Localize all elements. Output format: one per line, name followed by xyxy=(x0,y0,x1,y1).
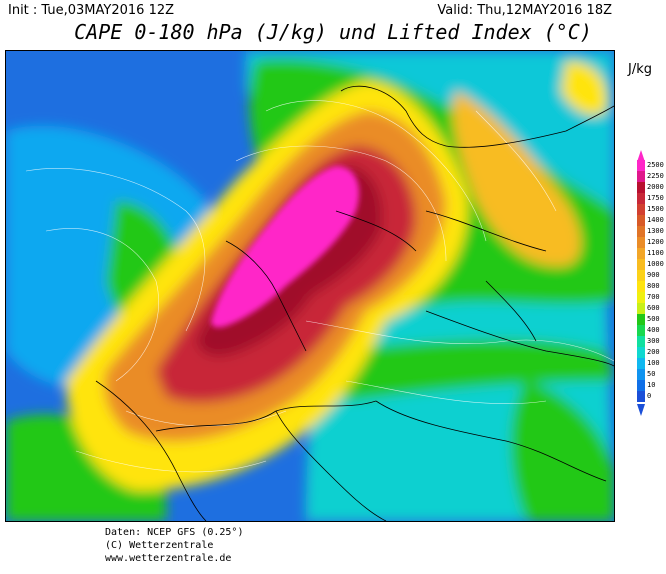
legend-level: 2000 xyxy=(618,182,666,193)
legend-label: 300 xyxy=(647,337,660,345)
legend-level: 2250 xyxy=(618,171,666,182)
legend-swatch xyxy=(637,358,645,369)
legend-level: 1300 xyxy=(618,226,666,237)
legend-level: 800 xyxy=(618,281,666,292)
legend-level: 1400 xyxy=(618,215,666,226)
legend-label: 500 xyxy=(647,315,660,323)
legend-swatch xyxy=(637,215,645,226)
legend-label: 2250 xyxy=(647,172,664,180)
legend-unit: J/kg xyxy=(628,62,652,77)
legend-label: 800 xyxy=(647,282,660,290)
legend-label: 1750 xyxy=(647,194,664,202)
legend-swatch xyxy=(637,270,645,281)
legend-label: 600 xyxy=(647,304,660,312)
legend-swatch xyxy=(637,336,645,347)
legend-label: 2000 xyxy=(647,183,664,191)
legend-label: 10 xyxy=(647,381,656,389)
legend-label: 100 xyxy=(647,359,660,367)
legend-top-arrow xyxy=(637,150,645,162)
legend-level: 700 xyxy=(618,292,666,303)
legend-label: 400 xyxy=(647,326,660,334)
map-title: CAPE 0-180 hPa (J/kg) und Lifted Index (… xyxy=(74,20,592,44)
legend-level: 600 xyxy=(618,303,666,314)
legend-label: 1100 xyxy=(647,249,664,257)
legend-level: 900 xyxy=(618,270,666,281)
legend-swatch xyxy=(637,347,645,358)
borders xyxy=(95,85,614,521)
legend-level: 500 xyxy=(618,314,666,325)
legend-label: 1000 xyxy=(647,260,664,268)
legend-level: 200 xyxy=(618,347,666,358)
legend-swatch xyxy=(637,204,645,215)
legend-label: 2500 xyxy=(647,161,664,169)
legend-level: 400 xyxy=(618,325,666,336)
legend-swatch xyxy=(637,182,645,193)
lifted-index-contours xyxy=(25,100,614,473)
legend-level: 1750 xyxy=(618,193,666,204)
legend-swatch xyxy=(637,248,645,259)
legend-label: 50 xyxy=(647,370,656,378)
init-time: Init : Tue,03MAY2016 12Z xyxy=(8,3,175,18)
legend-swatch xyxy=(637,281,645,292)
footer-data-source: Daten: NCEP GFS (0.25°) xyxy=(105,527,244,538)
cape-field xyxy=(6,51,614,521)
legend-level: 10 xyxy=(618,380,666,391)
legend-label: 700 xyxy=(647,293,660,301)
legend-swatch xyxy=(637,303,645,314)
footer-website: www.wetterzentrale.de xyxy=(105,553,232,564)
legend-level: 50 xyxy=(618,369,666,380)
legend-level: 1500 xyxy=(618,204,666,215)
legend-swatch xyxy=(637,171,645,182)
legend-swatch xyxy=(637,314,645,325)
footer-copyright: (C) Wetterzentrale xyxy=(105,540,214,551)
valid-time: Valid: Thu,12MAY2016 18Z xyxy=(437,3,612,18)
legend-level: 100 xyxy=(618,358,666,369)
legend-swatch xyxy=(637,259,645,270)
legend-swatch xyxy=(637,237,645,248)
legend-swatch xyxy=(637,226,645,237)
legend-label: 1200 xyxy=(647,238,664,246)
legend-swatch xyxy=(637,369,645,380)
legend-level: 1100 xyxy=(618,248,666,259)
legend-label: 1300 xyxy=(647,227,664,235)
legend-label: 1400 xyxy=(647,216,664,224)
legend-swatch xyxy=(637,325,645,336)
legend-label: 0 xyxy=(647,392,652,400)
legend-level: 300 xyxy=(618,336,666,347)
legend-label: 900 xyxy=(647,271,660,279)
legend-level: 2500 xyxy=(618,160,666,171)
legend-label: 200 xyxy=(647,348,660,356)
legend-level: 1200 xyxy=(618,237,666,248)
legend-bottom-arrow xyxy=(637,404,645,416)
legend-label: 1500 xyxy=(647,205,664,213)
legend-swatch xyxy=(637,380,645,391)
legend-swatch xyxy=(637,391,645,402)
cape-map xyxy=(5,50,615,522)
legend-swatch xyxy=(637,160,645,171)
legend-level: 0 xyxy=(618,391,666,402)
footer-credits: Daten: NCEP GFS (0.25°) (C) Wetterzentra… xyxy=(105,526,243,565)
legend-swatch xyxy=(637,292,645,303)
legend-level: 1000 xyxy=(618,259,666,270)
legend-swatch xyxy=(637,193,645,204)
